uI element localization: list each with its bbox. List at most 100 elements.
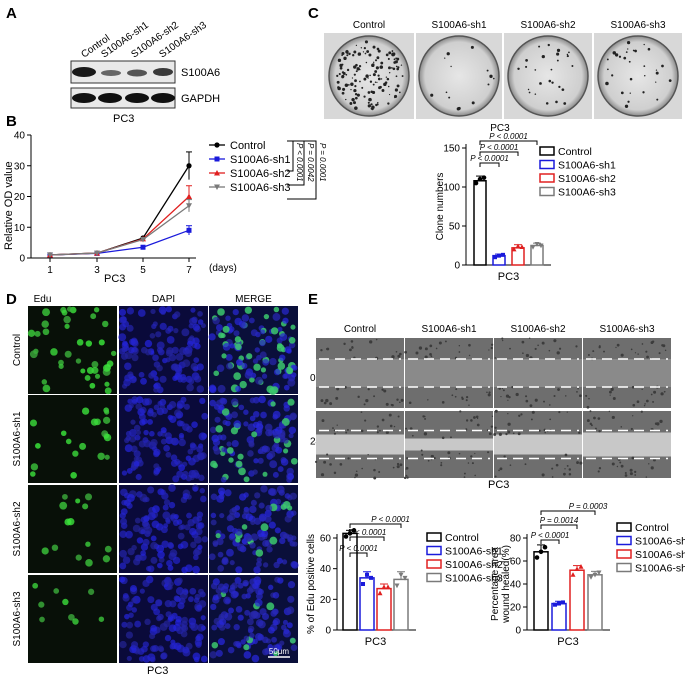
panel-d-edu-staining: Edu DAPI MERGE Control S100A6-sh1 S100A6-sh2 S…: [12, 294, 299, 677]
colony: [388, 51, 392, 55]
cell: [659, 419, 663, 424]
colony: [346, 68, 350, 72]
cell: [468, 343, 471, 347]
replicate-dot: [481, 175, 487, 180]
colony: [606, 58, 609, 61]
nucleus: [235, 460, 243, 468]
cell: [553, 339, 557, 343]
nucleus: [287, 581, 296, 589]
colony: [341, 51, 345, 56]
nucleus: [288, 337, 296, 344]
significance-bracket: [349, 523, 402, 528]
legend-swatch: [426, 572, 442, 583]
cell: [435, 347, 438, 350]
nucleus: [119, 316, 127, 324]
colony: [379, 85, 382, 89]
cell: [564, 453, 568, 457]
ytick-label: 80: [510, 534, 522, 545]
nucleus: [211, 434, 219, 443]
nucleus: [144, 618, 151, 626]
cell: [373, 395, 376, 398]
nucleus: [281, 418, 290, 426]
cell: [541, 341, 545, 345]
colony: [396, 84, 400, 88]
nucleus: [142, 579, 150, 588]
nucleus: [35, 442, 41, 449]
cell: [444, 340, 447, 343]
nucleus: [243, 635, 250, 642]
colony: [551, 81, 554, 84]
nucleus: [218, 404, 225, 411]
cell: [418, 346, 423, 350]
cell: [598, 467, 602, 470]
colony: [388, 93, 391, 96]
legend-swatch: [426, 545, 442, 556]
cell: [461, 396, 464, 399]
nucleus: [42, 328, 50, 336]
nucleus: [241, 593, 248, 600]
replicate-dot: [501, 252, 505, 257]
nucleus: [233, 641, 239, 647]
cell: [603, 350, 605, 353]
nucleus: [272, 471, 279, 478]
nucleus: [118, 576, 126, 583]
cell: [320, 348, 323, 352]
nucleus: [215, 649, 223, 657]
replicate-dot: [511, 246, 517, 252]
colony: [558, 85, 561, 89]
nucleus: [237, 582, 244, 589]
nucleus: [161, 540, 169, 548]
nucleus: [170, 363, 178, 371]
nucleus: [133, 450, 141, 458]
cell: [424, 347, 428, 351]
colony: [363, 95, 366, 98]
nucleus: [222, 342, 231, 351]
nucleus: [261, 612, 270, 621]
nucleus: [229, 343, 235, 349]
bar: [569, 569, 585, 631]
cell: [427, 459, 430, 462]
nucleus: [179, 420, 185, 427]
nucleus: [168, 484, 176, 492]
cell: [458, 452, 461, 455]
colony: [360, 47, 363, 49]
row-label: S100A6-sh2: [12, 501, 23, 556]
nucleus: [41, 379, 48, 385]
nucleus: [219, 533, 226, 540]
colony: [341, 75, 345, 79]
cell: [531, 410, 535, 414]
cell: [494, 409, 498, 413]
nucleus: [156, 407, 165, 416]
colony: [337, 58, 342, 63]
nucleus: [216, 364, 225, 373]
cell: [578, 394, 582, 398]
nucleus: [227, 646, 235, 654]
nucleus: [216, 537, 224, 546]
dish-label: S100A6-sh1: [431, 20, 486, 31]
cell: [505, 432, 508, 436]
nucleus: [142, 655, 151, 663]
nucleus: [142, 538, 150, 546]
nucleus: [279, 333, 288, 341]
cell: [575, 345, 578, 348]
nucleus: [187, 340, 194, 347]
colony: [342, 87, 346, 91]
nucleus: [157, 550, 165, 559]
nucleus: [265, 504, 273, 512]
nucleus: [155, 331, 162, 338]
legend-label: S100A6-sh3: [558, 187, 616, 199]
nucleus: [286, 348, 292, 354]
column-label: S100A6-sh3: [599, 324, 654, 335]
nucleus: [291, 364, 298, 371]
colony: [395, 65, 398, 68]
column-label: Control: [344, 324, 376, 335]
nucleus: [38, 601, 45, 608]
cell: [454, 395, 457, 398]
nucleus: [221, 353, 227, 359]
wound-gap: [405, 359, 493, 387]
nucleus: [245, 513, 254, 521]
ylabel: wound healed(%): [501, 545, 512, 624]
replicate-dot: [497, 253, 501, 258]
cell: [616, 465, 619, 468]
cell: [525, 399, 529, 403]
